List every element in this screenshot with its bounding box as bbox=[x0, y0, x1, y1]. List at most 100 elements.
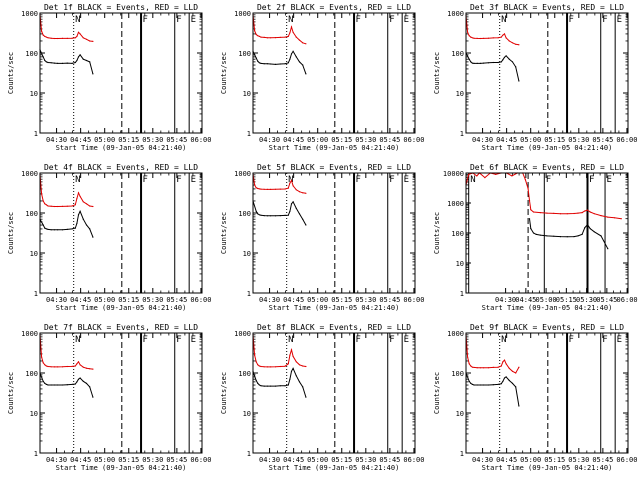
event-marker-label: N bbox=[288, 15, 293, 25]
event-marker-label: F bbox=[143, 335, 148, 345]
events-data-point bbox=[284, 63, 286, 65]
lld-data-point bbox=[45, 204, 48, 206]
plot-frame bbox=[465, 12, 629, 134]
lld-data-point bbox=[483, 37, 485, 40]
lld-data-point bbox=[515, 372, 517, 374]
events-data-point bbox=[284, 385, 286, 387]
lld-data-point bbox=[495, 173, 497, 175]
events-data-point bbox=[71, 383, 73, 385]
x-tick-label: 05:45 bbox=[592, 136, 613, 144]
x-tick-label: 05:15 bbox=[331, 136, 352, 144]
lld-data-point bbox=[76, 197, 78, 200]
y-tick-label: 100 bbox=[451, 230, 464, 238]
y-tick-label: 100 bbox=[238, 50, 251, 58]
y-tick-label: 100 bbox=[451, 50, 464, 58]
event-marker-label: E bbox=[191, 15, 196, 25]
y-tick-label: 10 bbox=[243, 410, 251, 418]
events-data-point bbox=[57, 229, 59, 231]
lld-data-point bbox=[527, 188, 529, 190]
events-data-point bbox=[263, 63, 265, 65]
y-tick-label: 1 bbox=[460, 450, 464, 458]
lld-data-point bbox=[518, 366, 520, 368]
events-data-point bbox=[79, 210, 81, 212]
events-data-point bbox=[502, 59, 504, 61]
lld-data-point bbox=[42, 362, 44, 364]
events-data-point bbox=[82, 380, 84, 382]
lld-data-point bbox=[305, 192, 307, 194]
x-tick-label: 05:30 bbox=[142, 456, 163, 464]
events-data-point bbox=[305, 73, 307, 75]
events-data-point bbox=[61, 384, 64, 386]
panel-title: Det 3f BLACK = Events, RED = LLD bbox=[470, 3, 624, 12]
lld-data-point bbox=[511, 370, 514, 372]
events-data-point bbox=[305, 224, 307, 226]
events-data-point bbox=[298, 213, 301, 215]
lld-data-point bbox=[66, 37, 68, 40]
events-data-point bbox=[559, 236, 562, 238]
x-tick-label: 06:00 bbox=[616, 136, 637, 144]
y-tick-label: 1 bbox=[34, 290, 38, 298]
x-tick-label: 05:00 bbox=[307, 136, 328, 144]
lld-data-point bbox=[266, 366, 268, 368]
y-tick-label: 1 bbox=[34, 130, 38, 138]
panel-title: Det 1f BLACK = Events, RED = LLD bbox=[44, 3, 198, 12]
lld-data-point bbox=[620, 218, 622, 220]
events-data-point bbox=[584, 227, 586, 229]
lld-data-point bbox=[497, 366, 499, 368]
lld-data-point bbox=[289, 32, 291, 34]
x-tick-label: 04:30 bbox=[259, 456, 280, 464]
lld-data-point bbox=[613, 217, 616, 219]
lld-data-point bbox=[508, 367, 510, 369]
lld-data-point bbox=[254, 184, 256, 186]
lld-data-point bbox=[483, 367, 485, 369]
series-lld-line bbox=[465, 15, 519, 46]
y-tick-label: 100 bbox=[451, 370, 464, 378]
lld-data-point bbox=[274, 366, 277, 368]
x-tick-label: 04:30 bbox=[472, 456, 493, 464]
y-axis-label: Counts/sec bbox=[7, 52, 15, 94]
x-axis-label: Start Time (09-Jan-05 04:21:40) bbox=[482, 464, 613, 472]
lld-data-point bbox=[41, 193, 43, 195]
lld-data-point bbox=[279, 365, 281, 368]
lld-data-point bbox=[79, 33, 81, 35]
event-marker-label: F bbox=[569, 335, 574, 345]
events-data-point bbox=[518, 405, 520, 407]
lld-data-point bbox=[577, 212, 579, 214]
x-tick-label: 05:45 bbox=[166, 136, 187, 144]
events-data-point bbox=[50, 229, 52, 231]
plot-frame bbox=[252, 332, 416, 454]
lld-data-point bbox=[468, 363, 470, 365]
y-tick-label: 1000 bbox=[447, 200, 464, 208]
series-lld-line bbox=[252, 14, 307, 45]
events-data-point bbox=[255, 210, 257, 212]
events-data-point bbox=[295, 375, 297, 377]
events-data-point bbox=[503, 56, 506, 58]
lld-data-point bbox=[266, 37, 268, 39]
y-axis-label: Counts/sec bbox=[220, 372, 228, 414]
event-marker-label: F bbox=[389, 15, 394, 25]
lld-data-point bbox=[471, 366, 473, 368]
y-tick-label: 10 bbox=[243, 90, 251, 98]
x-tick-label: 05:15 bbox=[118, 136, 139, 144]
series-events-line bbox=[252, 367, 307, 398]
events-data-point bbox=[295, 207, 297, 209]
events-data-point bbox=[71, 62, 73, 64]
event-marker-label: F bbox=[356, 15, 361, 25]
lld-data-point bbox=[524, 179, 527, 181]
events-data-point bbox=[274, 215, 277, 217]
events-data-point bbox=[53, 229, 56, 231]
lld-data-point bbox=[260, 36, 262, 38]
y-axis-label: Counts/sec bbox=[220, 52, 228, 94]
event-marker-label: F bbox=[356, 175, 361, 185]
events-data-point bbox=[470, 61, 472, 63]
lld-data-point bbox=[295, 361, 297, 363]
events-data-point bbox=[518, 80, 520, 82]
x-tick-label: 05:30 bbox=[355, 296, 376, 304]
lld-data-point bbox=[270, 366, 272, 368]
x-tick-label: 05:30 bbox=[355, 456, 376, 464]
lld-data-point bbox=[71, 205, 73, 207]
lld-data-point bbox=[511, 175, 513, 177]
y-tick-label: 1000 bbox=[447, 10, 464, 18]
lld-data-point bbox=[41, 30, 43, 32]
lld-data-point bbox=[290, 179, 293, 182]
